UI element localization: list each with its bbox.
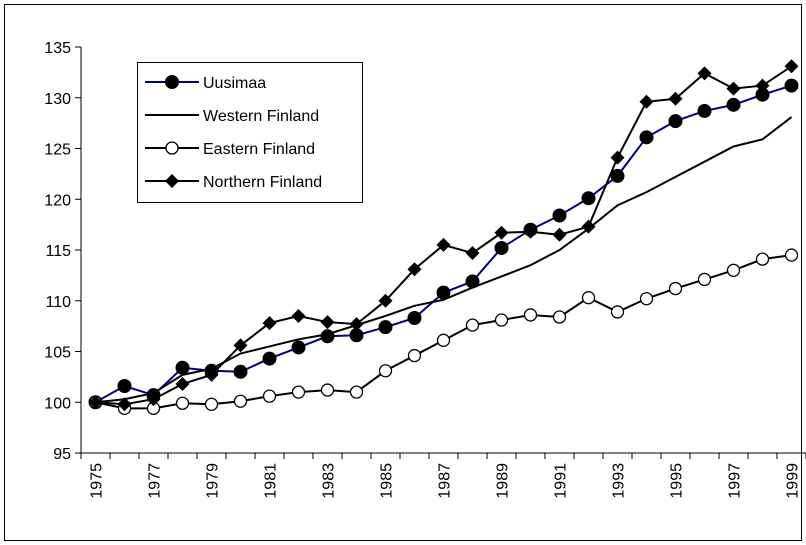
y-tick-label: 105 <box>44 345 71 362</box>
marker <box>291 385 306 399</box>
marker <box>610 305 625 319</box>
legend: Uusimaa Western Finland Eastern Finland Nor… <box>137 62 363 203</box>
marker <box>291 340 306 355</box>
marker <box>639 94 654 109</box>
y-tick-label: 100 <box>44 395 71 412</box>
marker <box>146 392 161 407</box>
marker <box>697 66 712 81</box>
series <box>88 248 799 415</box>
marker <box>697 103 712 118</box>
marker <box>204 397 219 411</box>
marker <box>436 237 451 252</box>
y-tick-label: 130 <box>44 91 71 108</box>
marker <box>233 338 248 353</box>
marker <box>610 168 625 183</box>
marker <box>407 348 422 363</box>
marker <box>165 141 179 155</box>
marker <box>349 317 364 332</box>
marker <box>697 272 712 287</box>
y-tick-label: 135 <box>44 40 71 57</box>
marker <box>581 291 596 305</box>
marker <box>262 389 277 403</box>
legend-label: Uusimaa <box>203 75 266 92</box>
marker <box>204 367 219 382</box>
marker <box>784 78 799 93</box>
x-tick-label: 1991 <box>553 463 570 499</box>
series <box>88 59 799 412</box>
x-tick-label: 1989 <box>495 463 512 499</box>
x-tick-label: 1987 <box>437 463 454 499</box>
marker <box>552 208 567 223</box>
y-tick-label: 115 <box>45 243 71 260</box>
marker <box>175 376 190 391</box>
marker <box>349 385 364 399</box>
marker <box>378 320 393 335</box>
marker <box>436 333 451 347</box>
marker <box>494 240 509 255</box>
x-tick-label: 1975 <box>89 463 106 499</box>
marker <box>378 364 393 378</box>
legend-label: Eastern Finland <box>203 141 315 158</box>
marker <box>639 130 654 145</box>
marker <box>291 308 306 323</box>
chart-border <box>4 4 802 541</box>
marker <box>668 91 683 106</box>
marker <box>320 315 335 330</box>
marker <box>726 81 741 96</box>
marker <box>523 224 538 239</box>
x-tick-label: 1985 <box>379 463 396 499</box>
marker <box>465 246 480 261</box>
y-tick-label: 120 <box>44 192 71 209</box>
marker <box>668 281 683 296</box>
x-tick-label: 1995 <box>669 463 686 499</box>
x-tick-label: 1983 <box>321 463 338 499</box>
marker <box>175 360 190 375</box>
x-tick-label: 1977 <box>147 463 164 499</box>
marker <box>639 292 654 306</box>
marker <box>494 313 509 327</box>
marker <box>117 379 132 394</box>
marker <box>755 78 770 93</box>
marker <box>726 97 741 112</box>
marker <box>320 329 335 344</box>
marker <box>726 263 741 277</box>
marker <box>378 293 393 308</box>
marker <box>320 383 335 397</box>
marker <box>262 351 277 366</box>
x-tick-label: 1981 <box>263 463 280 499</box>
marker <box>407 262 422 277</box>
y-tick-label: 95 <box>53 446 71 463</box>
marker <box>407 311 422 326</box>
marker <box>610 150 625 165</box>
x-tick-label: 1993 <box>611 463 628 499</box>
marker <box>552 310 567 324</box>
x-tick-label: 1979 <box>205 463 222 499</box>
marker <box>784 248 799 262</box>
marker <box>784 59 799 74</box>
marker <box>494 225 509 240</box>
marker <box>465 318 480 332</box>
y-tick-label: 110 <box>45 294 71 311</box>
marker <box>668 114 683 129</box>
x-tick-label: 1997 <box>727 463 744 499</box>
x-tick-label: 1999 <box>785 463 802 499</box>
marker <box>755 252 770 266</box>
y-tick-label: 125 <box>44 142 71 159</box>
marker <box>165 174 179 188</box>
marker <box>581 191 596 206</box>
marker <box>581 219 596 234</box>
legend-label: Northern Finland <box>203 174 322 191</box>
marker <box>117 397 132 412</box>
marker <box>88 395 103 410</box>
marker <box>233 394 248 408</box>
marker <box>233 364 248 379</box>
marker <box>552 227 567 242</box>
marker <box>165 75 179 89</box>
legend-label: Western Finland <box>203 108 319 125</box>
marker <box>262 316 277 331</box>
marker <box>175 396 190 410</box>
marker <box>523 308 538 322</box>
